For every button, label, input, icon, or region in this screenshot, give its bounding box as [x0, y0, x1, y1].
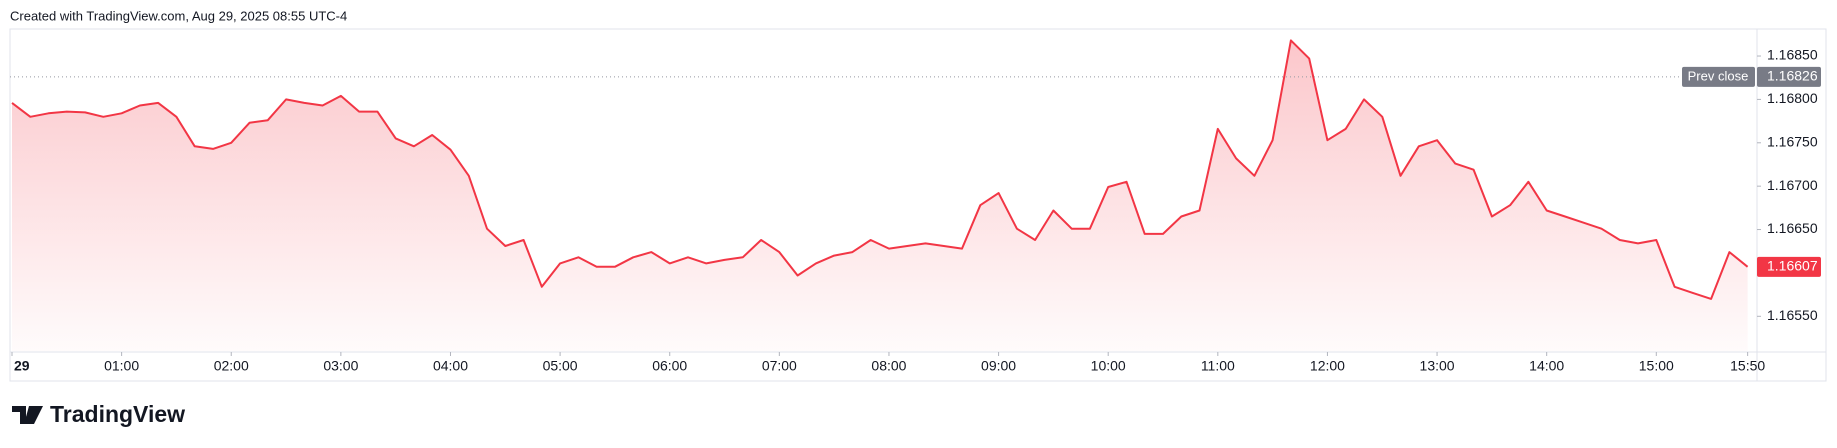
logo-text: TradingView: [50, 401, 185, 427]
x-tick-label: 15:00: [1639, 358, 1674, 374]
prev-close-value: 1.16826: [1767, 68, 1818, 84]
prev-close-tag: [1682, 66, 1755, 87]
x-tick-label: 09:00: [981, 358, 1016, 374]
x-tick-label: 13:00: [1420, 358, 1455, 374]
x-tick-label: 12:00: [1310, 358, 1345, 374]
last-price-label: 1.16607: [1767, 258, 1818, 274]
area: [12, 40, 1748, 352]
price-line: [11, 39, 1749, 300]
x-tick-label: 10:00: [1091, 358, 1126, 374]
prev-close-value-tag: [1757, 66, 1821, 87]
logo: TradingView: [12, 401, 185, 427]
y-tick-label: 1.16550: [1767, 307, 1818, 323]
x-tick-label: 06:00: [652, 358, 687, 374]
y-tick-label: 1.16650: [1767, 220, 1818, 236]
x-tick-label: 15:50: [1730, 358, 1765, 374]
x-tick-label: 05:00: [543, 358, 578, 374]
prev-close-label: Prev close: [1688, 68, 1749, 83]
x-tick-label: 03:00: [323, 358, 358, 374]
x-tick-label: 01:00: [104, 358, 139, 374]
y-tick-label: 1.16750: [1767, 133, 1818, 149]
x-tick-label: 04:00: [433, 358, 468, 374]
last-price-tag: [1757, 256, 1821, 277]
x-tick-label: 08:00: [871, 358, 906, 374]
x-tick-label: 02:00: [214, 358, 249, 374]
x-tick-label: 07:00: [762, 358, 797, 374]
logo-icon: [12, 406, 43, 424]
x-tick-label: 11:00: [1201, 358, 1235, 374]
chart-frame: [9, 28, 1827, 382]
y-tick-label: 1.16850: [1767, 47, 1818, 63]
x-tick-label: 14:00: [1529, 358, 1564, 374]
x-tick-label: 29: [14, 358, 30, 374]
y-tick-label: 1.16700: [1767, 177, 1818, 193]
y-tick-label: 1.16800: [1767, 90, 1818, 106]
header: Created with TradingView.com, Aug 29, 20…: [10, 8, 347, 23]
